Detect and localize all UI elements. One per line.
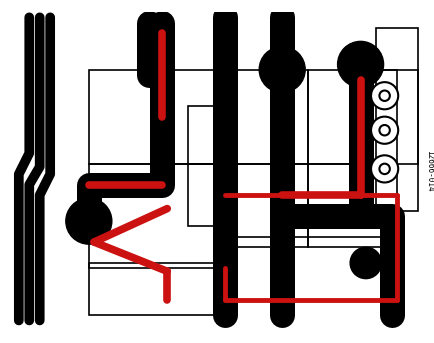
Bar	[375, 28, 417, 211]
Bar	[308, 70, 396, 164]
Bar	[89, 164, 224, 268]
Bar	[224, 70, 308, 164]
Bar	[224, 164, 308, 247]
Bar	[187, 106, 219, 164]
Circle shape	[259, 47, 305, 93]
Circle shape	[370, 82, 397, 109]
Bar	[187, 164, 219, 226]
Bar	[89, 70, 224, 164]
Bar	[308, 164, 396, 247]
Bar	[89, 263, 224, 315]
Circle shape	[378, 164, 389, 174]
Bar	[370, 70, 417, 164]
Text: 12666-014: 12666-014	[424, 150, 433, 192]
Circle shape	[66, 198, 112, 244]
Circle shape	[370, 155, 397, 182]
Circle shape	[337, 42, 383, 87]
Circle shape	[370, 117, 397, 144]
Circle shape	[349, 247, 381, 279]
Circle shape	[378, 125, 389, 135]
Circle shape	[378, 91, 389, 101]
Bar	[224, 237, 396, 299]
